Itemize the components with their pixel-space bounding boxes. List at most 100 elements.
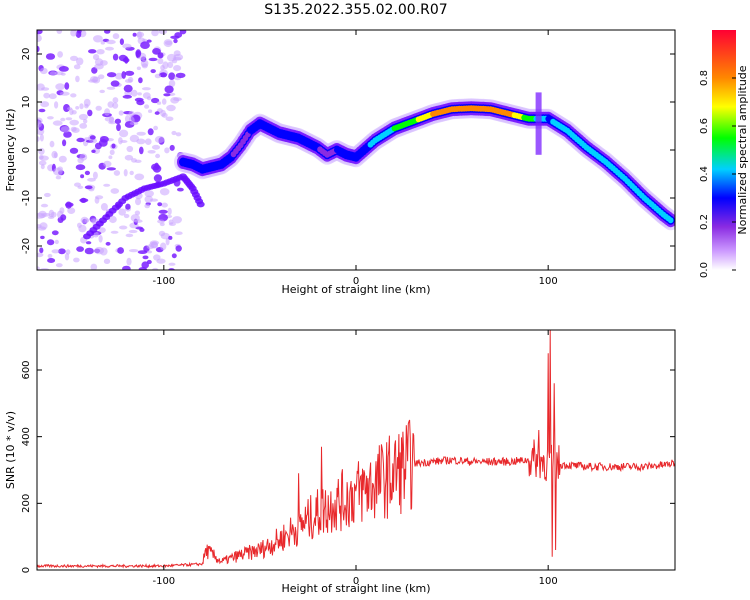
noise-speckle (133, 219, 143, 223)
noise-speckle (106, 72, 117, 78)
snr-panel: -100 0 100 0 200 400 600 Height of straight li… (4, 329, 676, 595)
noise-speckle (122, 43, 132, 49)
noise-speckle (55, 175, 62, 180)
noise-speckle (166, 104, 176, 112)
noise-speckle (154, 73, 162, 79)
noise-speckle (151, 144, 161, 150)
noise-speckle (141, 261, 149, 269)
noise-speckle (110, 188, 120, 194)
snr-x-tick-label: 100 (539, 576, 558, 587)
noise-speckle (112, 53, 119, 61)
noise-speckle (168, 262, 176, 266)
noise-speckle (84, 247, 94, 255)
noise-speckle (159, 188, 170, 196)
noise-speckle (56, 30, 63, 34)
noise-speckle (116, 123, 121, 132)
noise-speckle (119, 38, 124, 45)
noise-speckle (160, 242, 167, 251)
noise-speckle (173, 38, 178, 44)
noise-speckle (134, 210, 141, 216)
noise-speckle (161, 98, 167, 105)
noise-speckle (93, 35, 103, 43)
noise-speckle (125, 233, 134, 238)
noise-speckle (43, 92, 50, 99)
noise-speckle (109, 149, 115, 155)
noise-speckle (37, 136, 40, 142)
noise-speckle (175, 132, 182, 137)
noise-speckle (55, 263, 63, 268)
noise-speckle (70, 30, 77, 37)
noise-speckle (165, 116, 174, 122)
noise-speckle (173, 50, 181, 57)
noise-speckle (39, 133, 44, 142)
noise-speckle (171, 130, 177, 136)
noise-speckle (67, 207, 76, 214)
spectrogram-x-tick-label: -100 (152, 276, 175, 287)
noise-speckle (128, 249, 139, 253)
snr-plot-area (37, 330, 675, 570)
noise-speckle (71, 127, 80, 133)
noise-speckle (146, 250, 153, 254)
noise-speckle (38, 210, 47, 219)
noise-speckle (157, 219, 165, 224)
noise-speckle (151, 30, 159, 37)
noise-speckle (123, 169, 128, 177)
spectrogram-y-tick-label: -10 (21, 190, 32, 206)
noise-speckle (103, 183, 111, 187)
noise-speckle (83, 119, 88, 124)
noise-speckle (129, 134, 140, 143)
spectrogram-y-tick-label: 20 (21, 48, 32, 61)
noise-speckle (117, 247, 124, 254)
noise-speckle (40, 235, 45, 240)
noise-speckle (118, 110, 124, 116)
ridge-core (667, 217, 674, 224)
noise-speckle (109, 116, 114, 124)
noise-speckle (118, 208, 126, 216)
noise-speckle (65, 249, 71, 255)
noise-speckle (137, 250, 148, 255)
snr-y-tick-label: 400 (21, 427, 32, 446)
noise-speckle (141, 63, 148, 69)
colorbar-tick-label: 0.2 (699, 214, 710, 230)
noise-speckle (169, 144, 175, 151)
noise-speckle (105, 241, 111, 246)
ridge-smear (535, 92, 542, 155)
noise-speckle (60, 117, 66, 122)
noise-speckle (122, 94, 132, 99)
noise-speckle (134, 173, 145, 181)
noise-speckle (39, 155, 49, 161)
noise-speckle (141, 87, 151, 91)
noise-speckle (148, 57, 158, 62)
spectrogram-x-tick-label: 0 (353, 276, 359, 287)
noise-speckle (126, 145, 134, 153)
figure-title: S135.2022.355.02.00.R07 (264, 2, 447, 18)
noise-speckle (49, 140, 55, 148)
noise-speckle (78, 113, 88, 121)
noise-speckle (164, 40, 173, 46)
noise-speckle (148, 109, 153, 113)
noise-speckle (51, 150, 58, 159)
snr-marks (37, 330, 675, 569)
noise-speckle (75, 106, 80, 110)
noise-speckle (69, 119, 79, 126)
colorbar-tick-label: 0.8 (699, 70, 710, 86)
noise-speckle (124, 154, 134, 161)
noise-speckle (99, 89, 105, 94)
noise-speckle (123, 84, 133, 93)
noise-speckle (94, 142, 102, 150)
noise-speckle (159, 72, 168, 78)
snr-axes: -100 0 100 0 200 400 600 (21, 330, 675, 587)
noise-speckle (47, 116, 54, 120)
noise-speckle (174, 231, 183, 235)
noise-speckle (51, 230, 59, 236)
noise-speckle (38, 147, 45, 155)
noise-speckle (40, 164, 45, 170)
noise-speckle (67, 107, 73, 111)
noise-speckle (40, 203, 49, 208)
noise-speckle (170, 97, 180, 104)
noise-speckle (139, 227, 145, 232)
noise-speckle (137, 92, 142, 96)
noise-speckle (77, 157, 84, 164)
